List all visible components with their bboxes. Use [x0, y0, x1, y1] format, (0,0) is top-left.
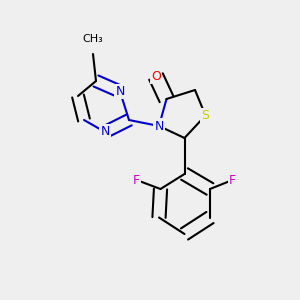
Text: N: N: [154, 119, 164, 133]
Text: S: S: [202, 109, 209, 122]
Text: CH₃: CH₃: [82, 34, 103, 44]
Text: N: N: [100, 125, 110, 139]
Text: F: F: [133, 173, 140, 187]
Text: O: O: [151, 70, 161, 83]
Text: N: N: [115, 85, 125, 98]
Text: F: F: [229, 173, 236, 187]
